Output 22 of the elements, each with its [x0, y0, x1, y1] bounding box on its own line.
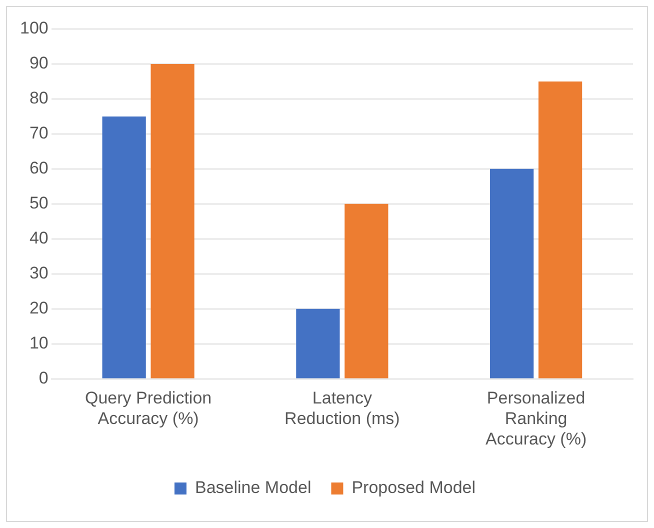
x-tick-label: Personalized Ranking Accuracy (%): [486, 388, 587, 448]
bar: [150, 64, 194, 378]
y-tick-label: 60: [29, 158, 48, 178]
x-tick-label: Query Prediction Accuracy (%): [84, 388, 212, 428]
x-tick-label: Latency Reduction (ms): [284, 388, 400, 428]
y-tick-label: 90: [29, 54, 48, 73]
bar: [490, 168, 534, 378]
y-tick-label: 0: [38, 368, 48, 388]
bar: [344, 204, 388, 378]
bar: [538, 81, 582, 378]
y-tick-label: 80: [29, 88, 48, 108]
y-tick-label: 30: [29, 264, 48, 283]
bar: [102, 116, 146, 378]
y-tick-label: 50: [29, 194, 48, 213]
legend-label: Baseline Model: [194, 478, 312, 498]
y-tick-label: 100: [20, 18, 48, 38]
y-tick-label: 10: [29, 334, 48, 353]
bar: [296, 308, 340, 378]
legend-label: Proposed Model: [352, 478, 476, 498]
y-tick-label: 20: [29, 298, 48, 318]
y-tick-label: 70: [29, 124, 48, 143]
y-tick-label: 40: [29, 228, 48, 248]
